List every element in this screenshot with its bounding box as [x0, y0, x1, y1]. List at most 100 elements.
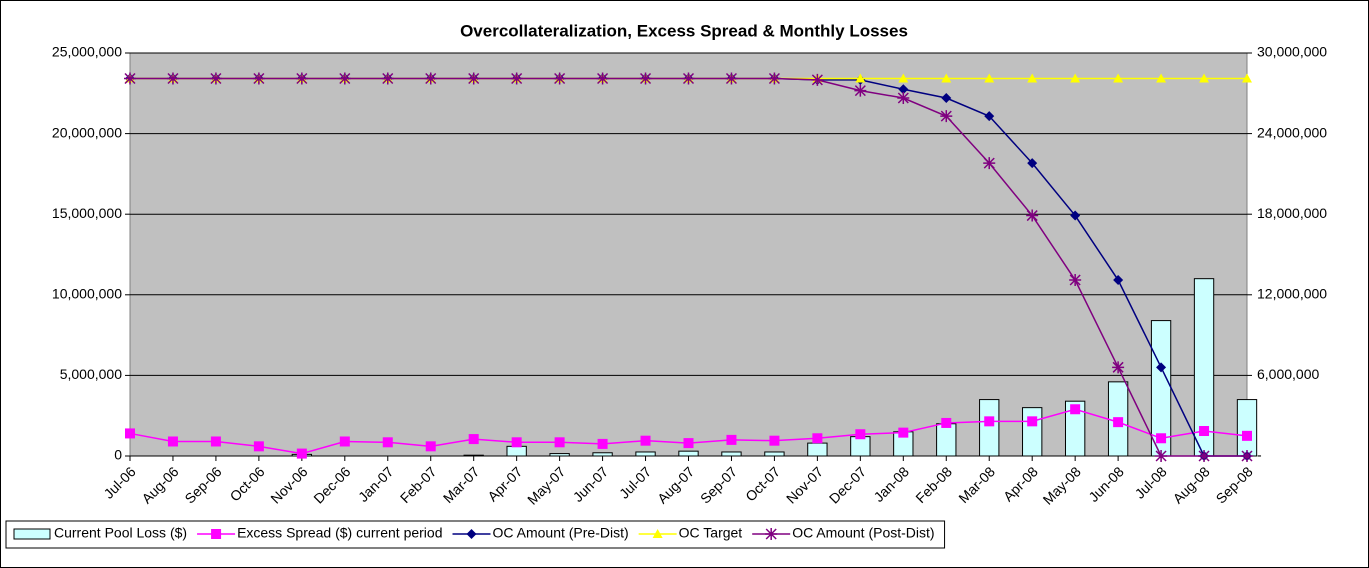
- marker: [855, 429, 866, 440]
- bar: [764, 451, 785, 457]
- legend-label: OC Amount (Post-Dist): [792, 525, 934, 541]
- marker: [768, 72, 781, 85]
- marker: [511, 437, 522, 448]
- marker: [652, 529, 663, 538]
- legend-label: Current Pool Loss ($): [54, 525, 187, 541]
- marker: [424, 72, 437, 85]
- marker: [1242, 73, 1252, 83]
- bar: [463, 454, 484, 457]
- marker: [640, 435, 651, 446]
- marker: [811, 73, 824, 86]
- marker: [639, 72, 652, 85]
- marker: [984, 416, 995, 427]
- bar: [635, 451, 656, 457]
- marker: [124, 72, 136, 85]
- marker: [253, 441, 264, 452]
- marker: [941, 73, 952, 83]
- marker: [1070, 404, 1081, 415]
- marker: [1241, 450, 1253, 462]
- y2-tick-label: 6,000,000: [1257, 366, 1319, 382]
- y-tick-label: 5,000,000: [60, 366, 122, 382]
- bar: [1022, 407, 1043, 457]
- marker: [984, 111, 995, 122]
- marker: [1113, 275, 1124, 286]
- marker: [1113, 73, 1124, 83]
- marker: [1027, 416, 1038, 427]
- y2-tick-label: -: [1257, 447, 1262, 463]
- marker: [211, 529, 222, 539]
- bar: [850, 436, 871, 457]
- marker: [1070, 210, 1081, 221]
- marker: [468, 434, 479, 445]
- marker: [1070, 73, 1081, 83]
- plot-area: [129, 52, 1248, 457]
- bar: [807, 442, 828, 457]
- marker: [596, 72, 609, 85]
- y2-tick-label: 18,000,000: [1257, 205, 1327, 221]
- marker: [296, 448, 307, 459]
- marker: [682, 72, 695, 85]
- marker: [898, 73, 909, 83]
- marker: [1156, 433, 1167, 444]
- marker: [382, 437, 393, 448]
- bar: [721, 451, 742, 457]
- marker: [125, 428, 135, 439]
- marker: [1199, 426, 1210, 437]
- marker: [466, 529, 477, 539]
- marker: [1027, 158, 1038, 169]
- marker: [425, 441, 436, 452]
- marker: [854, 84, 867, 97]
- marker: [1069, 274, 1082, 287]
- y-tick-label: 15,000,000: [52, 205, 122, 221]
- y-tick-label: 10,000,000: [52, 286, 122, 302]
- y-tick-label: 25,000,000: [52, 44, 122, 60]
- y-tick-label: 20,000,000: [52, 124, 122, 140]
- y2-tick-label: 12,000,000: [1257, 286, 1327, 302]
- marker: [1026, 209, 1039, 222]
- bar: [1064, 400, 1086, 457]
- legend-label: OC Target: [679, 525, 743, 541]
- bar: [678, 450, 699, 457]
- marker: [898, 84, 909, 95]
- marker: [338, 72, 351, 85]
- bar: [592, 452, 613, 457]
- marker: [940, 110, 953, 123]
- marker: [1199, 73, 1210, 83]
- marker: [683, 438, 694, 449]
- marker: [1198, 450, 1211, 462]
- marker: [597, 438, 608, 449]
- legend-label: Excess Spread ($) current period: [237, 525, 442, 541]
- marker: [381, 72, 394, 85]
- y2-tick-label: 30,000,000: [1257, 44, 1327, 60]
- marker: [209, 72, 222, 85]
- bar: [1236, 399, 1258, 457]
- y-tick-label: 0: [114, 447, 122, 463]
- marker: [339, 436, 350, 447]
- marker: [725, 72, 738, 85]
- marker: [1156, 362, 1167, 373]
- chart-title: Overcollateralization, Excess Spread & M…: [460, 21, 908, 40]
- marker: [467, 72, 480, 85]
- marker: [898, 427, 909, 438]
- marker: [897, 92, 910, 105]
- marker: [765, 528, 778, 540]
- bar: [549, 453, 570, 457]
- marker: [812, 433, 823, 444]
- marker: [210, 436, 221, 447]
- marker: [252, 72, 265, 85]
- marker: [726, 434, 737, 445]
- marker: [1112, 361, 1125, 374]
- marker: [1156, 73, 1167, 83]
- marker: [1155, 450, 1168, 462]
- legend-label: OC Amount (Pre-Dist): [493, 525, 629, 541]
- bar: [979, 399, 1000, 457]
- marker: [295, 72, 308, 85]
- marker: [167, 436, 178, 447]
- marker: [166, 72, 179, 85]
- marker: [1242, 430, 1252, 441]
- bar: [936, 423, 957, 457]
- marker: [941, 417, 952, 428]
- marker: [1027, 73, 1038, 83]
- marker: [769, 435, 780, 446]
